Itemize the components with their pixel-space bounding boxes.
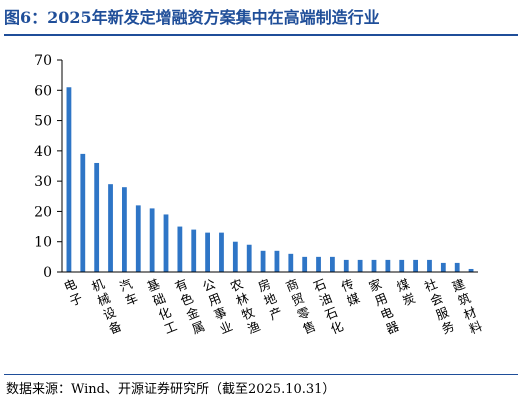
source-note: 数据来源：Wind、开源证券研究所（截至2025.10.31）	[6, 382, 336, 397]
bar	[330, 256, 335, 272]
y-tick-label: 20	[34, 204, 52, 220]
x-tick-label: 石油石化	[311, 276, 346, 337]
bar	[427, 259, 432, 272]
title-divider	[4, 34, 518, 36]
bar	[316, 256, 321, 272]
bar	[371, 259, 377, 272]
bar	[413, 259, 418, 272]
bar	[219, 232, 224, 272]
source-divider	[4, 374, 518, 375]
y-tick-label: 30	[34, 174, 52, 190]
bar	[454, 262, 460, 272]
bar	[232, 241, 238, 272]
x-tick-label: 煤炭	[394, 276, 417, 309]
x-tick-label: 有色金属	[173, 276, 208, 337]
chart-title: 图6：2025年新发定增融资方案集中在高端制造行业	[4, 8, 380, 27]
y-tick-label: 60	[34, 83, 52, 99]
bar	[357, 259, 363, 272]
bar	[302, 256, 308, 272]
bars	[66, 87, 474, 272]
bar	[191, 229, 197, 272]
bar	[260, 250, 266, 272]
bar	[177, 226, 183, 272]
x-tick-label: 汽车	[117, 276, 140, 309]
bar-chart: 0 10 20 30 40 50 60 70 电子机械设备汽车基础化工有色金属公用事业农林牧渔…	[34, 53, 485, 337]
bar	[80, 153, 86, 272]
x-tick-label: 基础化工	[145, 276, 180, 337]
x-tick-label: 农林牧渔	[228, 276, 263, 337]
x-tick-label: 机械设备	[89, 276, 124, 337]
y-tick-label: 0	[43, 265, 52, 281]
x-tick-label: 公用事业	[200, 276, 235, 337]
bar	[246, 244, 252, 272]
bar	[122, 187, 127, 272]
bar	[288, 253, 294, 272]
bar	[440, 262, 446, 272]
bar	[385, 259, 391, 272]
bar	[108, 184, 113, 272]
bar	[399, 259, 405, 272]
bar	[163, 214, 169, 272]
x-tick-label: 商贸零售	[283, 276, 318, 337]
bar	[149, 208, 155, 272]
bar	[274, 250, 280, 272]
x-tick-label: 建筑材料	[450, 276, 485, 337]
y-tick-label: 10	[34, 235, 52, 251]
bar	[135, 205, 141, 272]
bar	[343, 259, 349, 272]
bar	[468, 268, 474, 272]
bar	[205, 232, 210, 272]
bar	[94, 162, 100, 272]
y-tick-label: 70	[34, 53, 52, 69]
x-tick-label: 电子	[62, 276, 85, 309]
x-tick-label: 社会服务	[422, 276, 457, 337]
x-tick-label: 传媒	[339, 276, 362, 309]
y-tick-label: 50	[34, 114, 52, 130]
x-axis: 电子机械设备汽车基础化工有色金属公用事业农林牧渔房地产商贸零售石油石化传媒家用电…	[62, 271, 485, 337]
y-tick-label: 40	[34, 144, 52, 160]
bar	[66, 87, 72, 272]
y-axis: 0 10 20 30 40 50 60 70	[34, 53, 63, 281]
x-tick-label: 家用电器	[367, 276, 402, 337]
x-tick-label: 房地产	[256, 276, 285, 323]
